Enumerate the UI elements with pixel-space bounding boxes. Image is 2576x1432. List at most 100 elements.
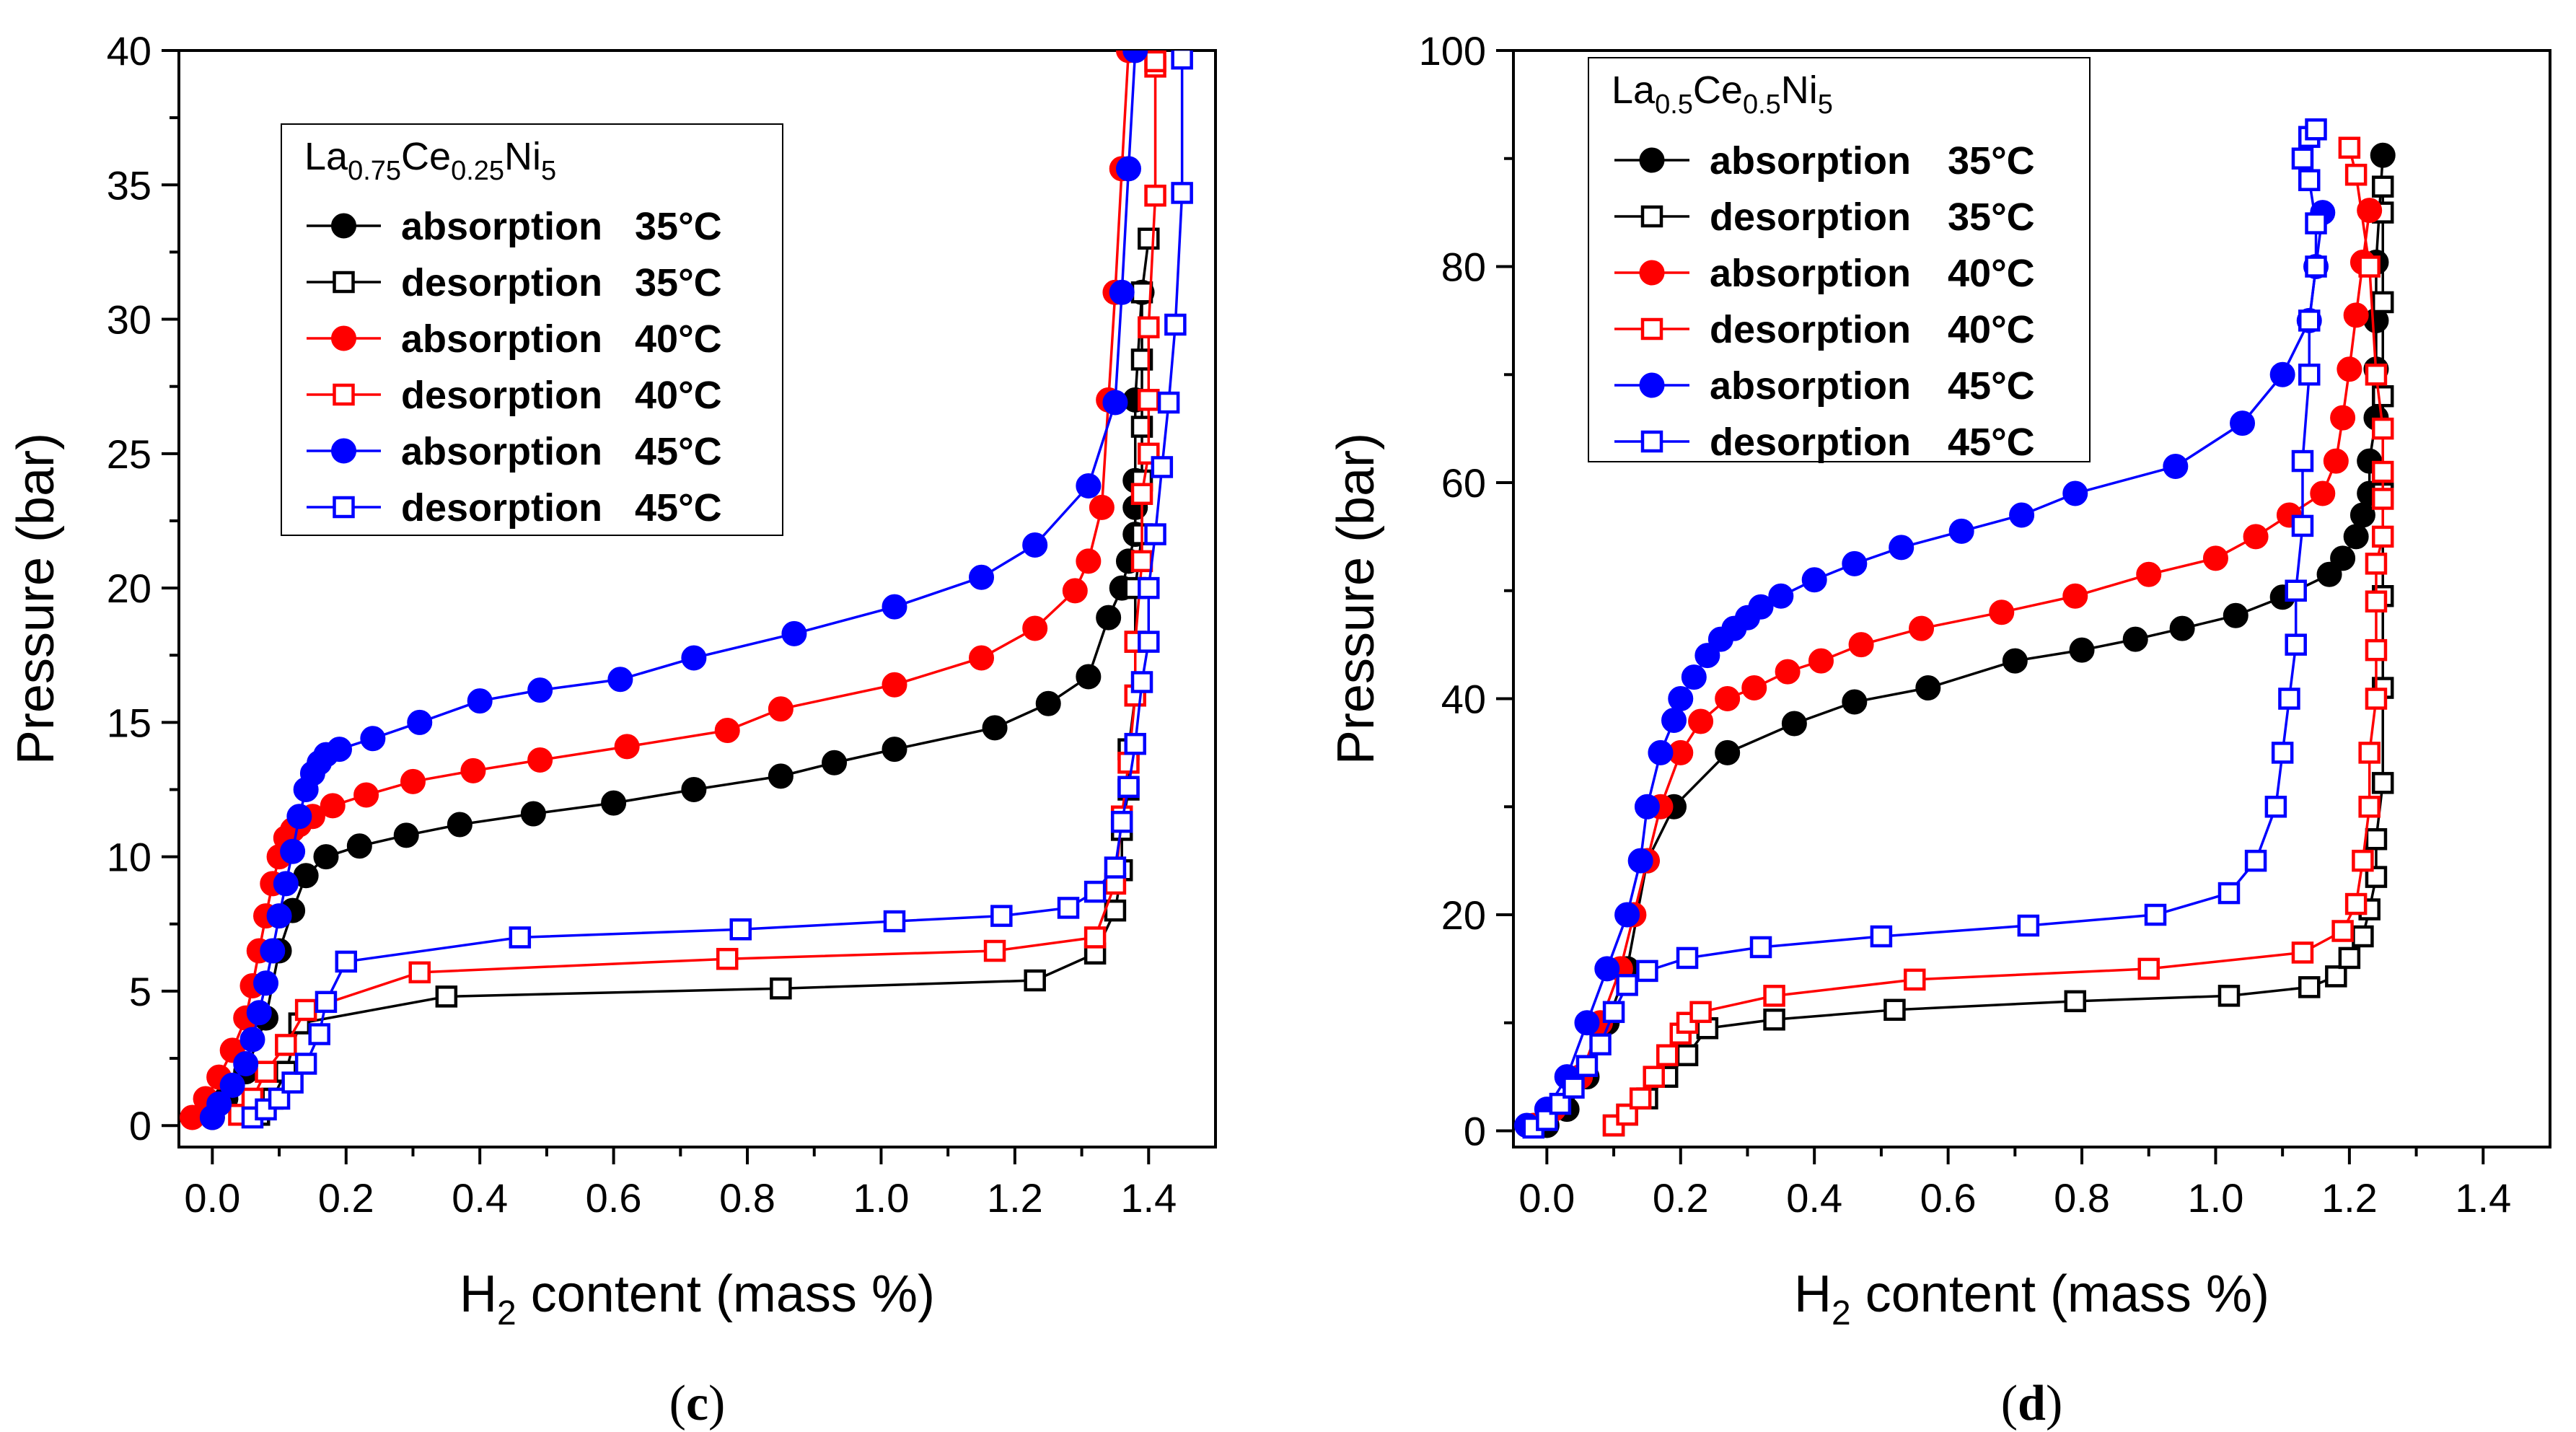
data-point — [2365, 688, 2388, 710]
data-point — [2371, 488, 2394, 510]
data-point — [1589, 1033, 1612, 1055]
legend-title-part: Ni — [504, 135, 541, 178]
panel-caption: (c) — [669, 1376, 726, 1431]
y-axis-label: Pressure (bar) — [1327, 433, 1385, 765]
data-point — [1748, 594, 1774, 620]
legend-entry: desorption 45°C — [1614, 421, 2035, 464]
legend-marker — [333, 271, 355, 294]
data-point — [2323, 448, 2349, 474]
data-point — [1763, 1009, 1785, 1031]
data-point — [327, 737, 353, 763]
legend-entry-name: desorption — [1710, 421, 1911, 464]
data-point — [1562, 1076, 1585, 1099]
data-point — [460, 757, 486, 783]
data-point — [509, 926, 532, 949]
data-point — [714, 718, 740, 744]
data-point — [2371, 291, 2394, 314]
data-point — [1842, 689, 1868, 715]
legend-entry-name: absorption — [1710, 252, 1911, 295]
data-point — [1870, 925, 1893, 948]
data-point — [2325, 965, 2347, 988]
panel-caption-close: ) — [2046, 1376, 2062, 1431]
data-point — [1636, 959, 1658, 983]
data-point — [1076, 664, 1102, 690]
x-tick-label: 0.6 — [586, 1175, 642, 1221]
data-point — [1616, 1103, 1638, 1126]
legend-entry: absorption 35°C — [1614, 139, 2035, 183]
data-point — [2338, 946, 2361, 970]
data-point — [1842, 550, 1868, 576]
data-point — [246, 1000, 272, 1026]
data-point — [1768, 583, 1794, 609]
data-point — [1130, 483, 1153, 505]
data-point — [2365, 364, 2388, 386]
data-point — [294, 998, 317, 1022]
y-tick-label: 40 — [107, 28, 151, 74]
x-tick-label: 1.4 — [1120, 1175, 1177, 1221]
panel-caption-letter: c — [686, 1376, 708, 1431]
data-point — [1057, 897, 1080, 919]
data-point — [781, 620, 807, 646]
data-point — [400, 768, 426, 794]
data-point — [2330, 545, 2356, 571]
data-point — [1117, 752, 1140, 774]
legend-entry-name: desorption — [1710, 196, 1911, 239]
data-point — [1889, 535, 1915, 561]
data-point — [681, 777, 707, 803]
data-point — [882, 672, 907, 698]
data-point — [2371, 385, 2394, 408]
data-point — [2163, 454, 2189, 480]
legend-entry-name: absorption — [401, 430, 602, 473]
data-point — [1676, 1044, 1699, 1066]
data-point — [822, 750, 848, 776]
x-tick-label: 1.0 — [2188, 1175, 2244, 1221]
data-point — [2285, 633, 2307, 656]
data-point — [2269, 361, 2295, 387]
data-point — [2122, 626, 2148, 652]
data-point — [1102, 390, 1128, 416]
plot-area — [180, 50, 1193, 1130]
data-point — [308, 1023, 330, 1045]
y-tick-label: 20 — [1441, 892, 1486, 938]
data-point — [2062, 480, 2088, 506]
data-point — [2064, 990, 2087, 1013]
data-point — [1138, 631, 1160, 653]
data-point — [1715, 739, 1741, 765]
data-point — [294, 1053, 317, 1075]
x-tick-label: 0.2 — [318, 1175, 374, 1221]
legend-entry-name: desorption — [1710, 308, 1911, 351]
data-point — [2305, 118, 2327, 141]
data-point — [2330, 405, 2356, 431]
x-axis-label-subscript: 2 — [497, 1294, 516, 1332]
data-point — [2371, 525, 2394, 548]
data-point — [239, 1027, 265, 1053]
legend-entry-temp: 40°C — [635, 317, 722, 361]
data-point — [335, 950, 358, 973]
data-point — [2291, 449, 2314, 473]
legend-entry-temp: 45°C — [1948, 364, 2035, 408]
legend-title-part: La — [304, 135, 348, 178]
data-point — [1138, 227, 1160, 250]
data-point — [2344, 163, 2368, 186]
x-tick-label: 0.8 — [2054, 1175, 2110, 1221]
y-tick-label: 80 — [1441, 245, 1486, 290]
legend-entry-temp: 40°C — [635, 374, 722, 417]
legend-entry: desorption 40°C — [1614, 308, 2035, 351]
legend-entry-temp: 45°C — [635, 486, 722, 530]
legend-entry-temp: 45°C — [635, 430, 722, 473]
panel-caption: (d) — [2001, 1376, 2063, 1431]
y-tick-label: 25 — [107, 431, 151, 477]
data-point — [2343, 524, 2369, 550]
legend-entry: absorption 45°C — [1614, 364, 2035, 408]
x-axis-label-pre: H — [1794, 1265, 1832, 1323]
data-point — [1138, 316, 1160, 338]
data-point — [1681, 664, 1707, 690]
x-tick-label: 0.4 — [452, 1175, 508, 1221]
data-point — [1024, 969, 1046, 992]
y-tick-label: 20 — [107, 566, 151, 611]
data-point — [1801, 567, 1827, 593]
data-point — [219, 1072, 245, 1098]
data-point — [2352, 849, 2374, 872]
data-point — [882, 737, 907, 763]
data-point — [313, 844, 339, 870]
